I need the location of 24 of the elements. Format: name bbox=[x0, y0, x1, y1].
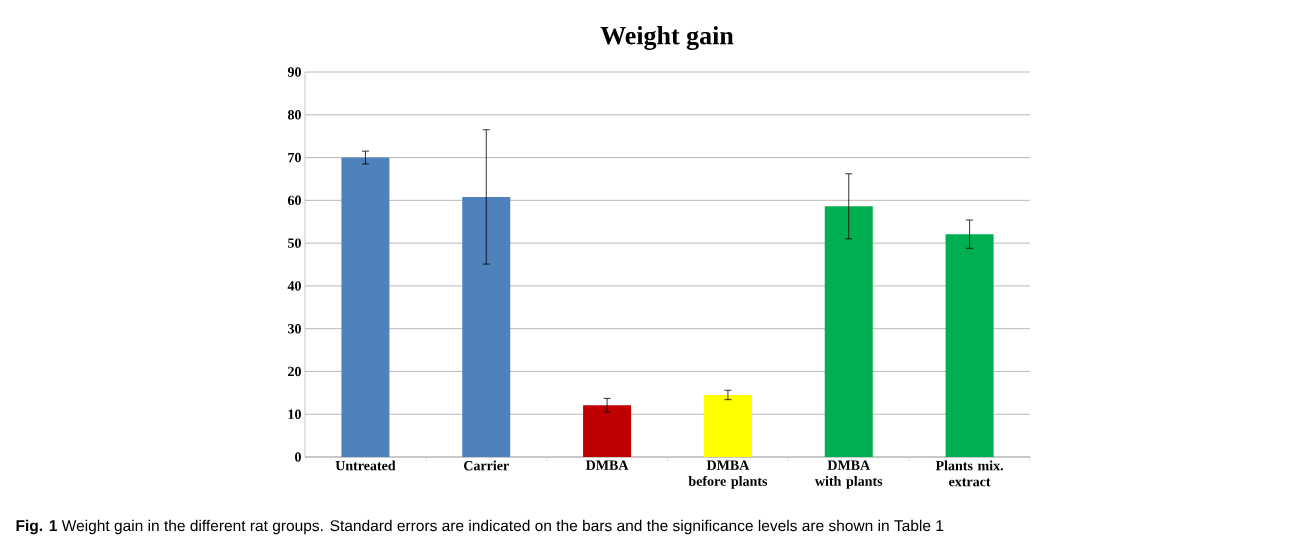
x-tick-label: Carrier bbox=[464, 460, 509, 471]
bar bbox=[341, 157, 390, 458]
x-tick-label: Plants mix. extract bbox=[935, 460, 1004, 487]
y-tick-label: 60 bbox=[287, 195, 301, 206]
y-tick-label: 50 bbox=[288, 238, 301, 248]
y-tick-label: 80 bbox=[287, 110, 301, 120]
x-tick-label: DMBA before plants bbox=[688, 460, 768, 489]
x-tick-label: DMBA with plants bbox=[814, 460, 883, 489]
bar bbox=[945, 234, 994, 458]
text: Fig. 1 Weight gain in the different rat groups. Standard errors are indicated on the bars and the significance levels are shown in Table 1 bbox=[16, 519, 944, 535]
y-tick-label: 20 bbox=[288, 366, 301, 377]
chart-title: Weight gain bbox=[600, 26, 734, 50]
y-tick-label: 40 bbox=[287, 281, 301, 291]
bar bbox=[703, 394, 752, 458]
bar bbox=[824, 206, 873, 458]
bar bbox=[462, 196, 511, 458]
y-tick-label: 10 bbox=[288, 409, 301, 419]
y-tick-label: 0 bbox=[295, 452, 301, 462]
x-tick-label: DMBA bbox=[585, 460, 629, 470]
x-tick-label: Untreated bbox=[335, 460, 396, 471]
y-tick-label: 30 bbox=[288, 323, 301, 334]
y-tick-label: 70 bbox=[288, 152, 301, 163]
bar bbox=[583, 405, 632, 458]
y-tick-label: 90 bbox=[287, 67, 301, 77]
